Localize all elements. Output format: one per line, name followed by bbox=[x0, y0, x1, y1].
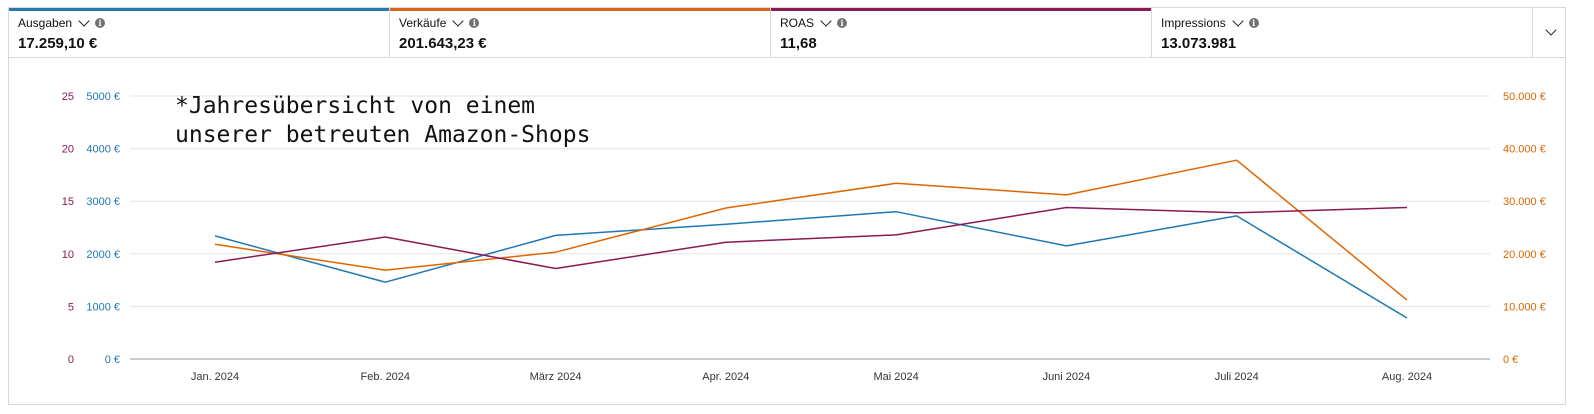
metric-color-bar bbox=[390, 8, 770, 11]
metric-label: ROAS bbox=[780, 15, 815, 30]
verkaeufe-axis-tick-label: 20.000 € bbox=[1503, 249, 1546, 261]
roas-axis-tick-label: 15 bbox=[62, 196, 74, 208]
metric-label: Ausgaben bbox=[18, 15, 73, 30]
ausgaben-axis-tick-label: 4000 € bbox=[86, 144, 120, 156]
metric-card-ausgaben[interactable]: Ausgaben i 17.259,10 € bbox=[9, 8, 390, 57]
x-axis-tick-label: Juni 2024 bbox=[1043, 371, 1091, 383]
roas-axis-tick-label: 0 bbox=[68, 354, 74, 366]
series-line-roas bbox=[214, 206, 1408, 270]
metric-value: 11,68 bbox=[780, 35, 817, 52]
metric-value: 201.643,23 € bbox=[399, 35, 487, 52]
roas-axis-tick-label: 25 bbox=[62, 91, 74, 103]
series-line-verkaeufe bbox=[214, 159, 1408, 301]
ads-performance-panel: Ausgaben i 17.259,10 € Verkäufe i 201.64… bbox=[8, 7, 1566, 405]
metric-label: Impressions bbox=[1161, 15, 1226, 30]
verkaeufe-axis-tick-label: 10.000 € bbox=[1503, 301, 1546, 313]
verkaeufe-axis-tick-label: 50.000 € bbox=[1503, 91, 1546, 103]
info-icon[interactable]: i bbox=[837, 17, 848, 28]
metric-card-impressions[interactable]: Impressions i 13.073.981 bbox=[1152, 8, 1533, 57]
metric-value: 13.073.981 bbox=[1161, 35, 1237, 52]
roas-axis-tick-label: 10 bbox=[62, 249, 74, 261]
roas-axis-tick-label: 20 bbox=[62, 144, 74, 156]
info-icon[interactable]: i bbox=[95, 17, 106, 28]
x-axis-tick-label: Juli 2024 bbox=[1215, 371, 1259, 383]
ausgaben-axis-tick-label: 3000 € bbox=[86, 196, 120, 208]
x-axis-tick-label: Jan. 2024 bbox=[191, 371, 239, 383]
metric-color-bar bbox=[9, 8, 389, 11]
series-line-ausgaben bbox=[214, 210, 1408, 319]
ausgaben-axis-tick-label: 2000 € bbox=[86, 249, 120, 261]
verkaeufe-axis-tick-label: 30.000 € bbox=[1503, 196, 1546, 208]
x-axis-tick-label: Aug. 2024 bbox=[1382, 371, 1432, 383]
metric-value: 17.259,10 € bbox=[18, 35, 98, 52]
annotation-note: *Jahresübersicht von einem unserer betre… bbox=[175, 93, 591, 148]
metric-color-bar bbox=[771, 8, 1151, 11]
metric-card-verkaeufe[interactable]: Verkäufe i 201.643,23 € bbox=[390, 8, 771, 57]
x-axis-tick-label: Feb. 2024 bbox=[361, 371, 411, 383]
x-axis-tick-label: Apr. 2024 bbox=[702, 371, 749, 383]
metric-label: Verkäufe bbox=[399, 15, 447, 30]
ausgaben-axis-tick-label: 0 € bbox=[105, 354, 120, 366]
verkaeufe-axis-tick-label: 40.000 € bbox=[1503, 144, 1546, 156]
metric-card-roas[interactable]: ROAS i 11,68 bbox=[771, 8, 1152, 57]
x-axis-tick-label: März 2024 bbox=[530, 371, 582, 383]
metric-cards: Ausgaben i 17.259,10 € Verkäufe i 201.64… bbox=[9, 8, 1565, 58]
info-icon[interactable]: i bbox=[469, 17, 480, 28]
info-icon[interactable]: i bbox=[1248, 17, 1259, 28]
verkaeufe-axis-tick-label: 0 € bbox=[1503, 354, 1518, 366]
x-axis-tick-label: Mai 2024 bbox=[874, 371, 919, 383]
ausgaben-axis-tick-label: 5000 € bbox=[86, 91, 120, 103]
roas-axis-tick-label: 5 bbox=[68, 301, 74, 313]
ausgaben-axis-tick-label: 1000 € bbox=[86, 301, 120, 313]
